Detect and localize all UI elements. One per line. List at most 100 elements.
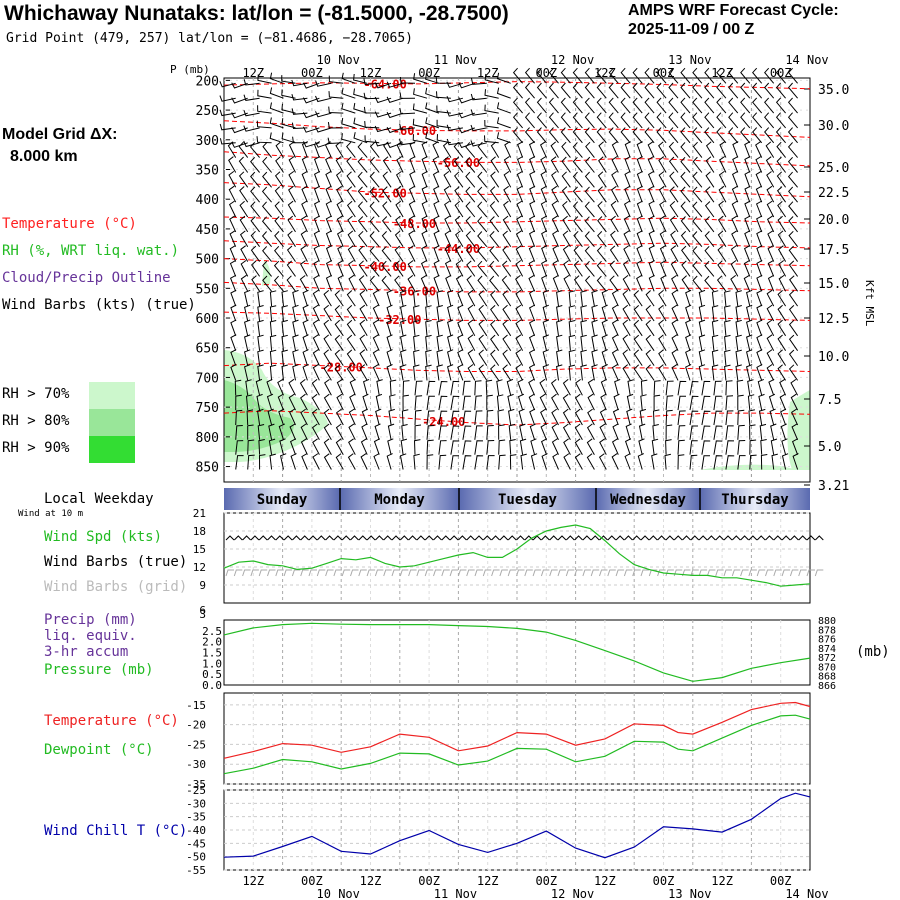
wind-barb [767, 274, 775, 292]
wind-barb [287, 230, 296, 247]
wind-barb [737, 424, 745, 440]
wind-barb [698, 349, 706, 366]
wind-barb [509, 439, 516, 455]
wind-barb [561, 141, 571, 158]
precip-tick-label: 1.0 [202, 657, 222, 670]
wind-barb [764, 127, 775, 144]
wind-barb [660, 274, 667, 292]
wind-barb [290, 453, 297, 470]
wind-barb [281, 103, 296, 114]
wind-barb [659, 245, 667, 262]
wind-barb [229, 245, 237, 262]
wind-barb [524, 127, 535, 144]
wind-barb [728, 112, 739, 129]
wind-barb [308, 535, 318, 541]
wind-barb [788, 305, 799, 322]
wind-barb [369, 156, 380, 173]
wind-barb [692, 216, 703, 233]
wind-barb [585, 156, 595, 173]
wind-barb [572, 127, 583, 144]
wind-barb [426, 380, 436, 396]
wind-barb [328, 75, 344, 84]
pressure-tick-label: 600 [196, 312, 219, 327]
wind-barb [671, 319, 679, 337]
wind-barb [302, 126, 320, 133]
wind-barb [477, 231, 488, 248]
wind-barb [766, 364, 775, 381]
wind-barb [268, 423, 275, 440]
wind-barb [250, 535, 260, 541]
wind-barb [409, 170, 416, 188]
wind-barb [383, 535, 393, 541]
wind-barb [730, 275, 739, 292]
wind-barb [669, 215, 679, 233]
wind-barb [787, 156, 798, 173]
wind-barb [502, 334, 512, 351]
wind-barb [611, 334, 619, 351]
wind-barb [620, 112, 631, 129]
wind-barb [489, 201, 500, 218]
wind-barb [395, 185, 404, 203]
wind-barb [551, 171, 559, 188]
wind-barb [502, 349, 512, 366]
wind-barb [747, 394, 755, 411]
wind-barb [598, 453, 607, 470]
wind-barb [580, 305, 587, 322]
wind-barb [325, 200, 332, 218]
wind-barb [556, 305, 563, 322]
wind-barb [436, 319, 443, 336]
windchill-tick-label: -50 [186, 851, 206, 864]
wind-barb [433, 245, 440, 262]
wind-barb [689, 410, 699, 426]
wind-barb [765, 156, 775, 173]
wind-barb [281, 364, 288, 381]
wind-barb [764, 97, 775, 114]
wind-barb [337, 259, 344, 277]
wind-barb [633, 305, 643, 322]
wind-barb [478, 349, 488, 366]
wind-barb [624, 185, 631, 203]
legend-dewpoint: Dewpoint (°C) [44, 742, 154, 758]
wind-barb [608, 67, 619, 84]
wind-barb [346, 319, 356, 337]
isotherm-line [223, 81, 811, 90]
wind-barb [768, 378, 775, 396]
wind-barb [561, 186, 571, 203]
windchill-tick-label: -25 [186, 784, 206, 797]
wind-barb [705, 171, 715, 188]
wind-barb [730, 245, 739, 262]
wind-barb [572, 112, 583, 129]
wind-barb [442, 141, 452, 158]
wind-barb [615, 535, 625, 541]
wind-barb [283, 535, 293, 541]
wind-barb [788, 216, 798, 233]
wind-barb [680, 171, 691, 188]
pressure-tick-label: 300 [196, 134, 219, 149]
wind-barb [300, 230, 308, 247]
wind-barb [230, 319, 237, 336]
wind-barb [347, 453, 356, 470]
height-tick-label: 20.0 [818, 213, 849, 228]
wind-barb [755, 185, 763, 203]
wind-barb [325, 185, 332, 203]
wind-barb [465, 186, 476, 203]
wind-barb [610, 185, 619, 203]
wind-barb [755, 141, 763, 158]
wind-barb [584, 186, 595, 203]
wind-barb [256, 136, 272, 144]
wind-barb [426, 454, 434, 470]
wind-barb [568, 364, 576, 381]
wind-barb [735, 364, 742, 381]
wind-barb [711, 319, 719, 336]
wind-barb [249, 142, 260, 158]
wind-barb [466, 535, 476, 541]
isotherm-line [223, 410, 811, 426]
wind-barb [749, 454, 757, 470]
wind-barb [432, 170, 440, 188]
wind-barb [447, 364, 454, 381]
wind-barb [550, 141, 559, 158]
wind-barb [382, 201, 392, 218]
wind-barb [433, 535, 442, 541]
wind-barb [685, 289, 692, 307]
wind-barb [446, 96, 464, 103]
